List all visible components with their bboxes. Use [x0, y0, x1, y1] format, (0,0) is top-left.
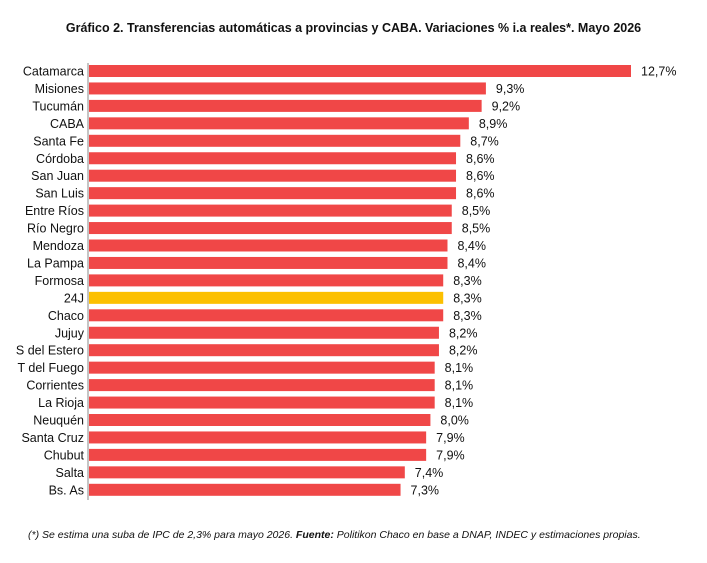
category-label-cordoba: Córdoba	[36, 152, 84, 166]
bar-santa-cruz	[89, 431, 427, 444]
category-label-la-pampa: La Pampa	[27, 256, 84, 270]
bar-san-juan	[89, 169, 457, 182]
category-label-san-luis: San Luis	[35, 187, 84, 201]
bar-caba	[89, 117, 469, 130]
bar-24j	[89, 291, 444, 304]
category-label-neuquen: Neuquén	[33, 414, 84, 428]
bar-chart: Catamarca 12,7% Misiones 9,3% Tucumán 9,2% CAB…	[16, 63, 677, 500]
category-label-rio-negro: Río Negro	[27, 222, 84, 236]
value-label-misiones: 9,3%	[496, 82, 525, 96]
bar-tucuman	[89, 99, 482, 112]
value-label-tucuman: 9,2%	[492, 99, 520, 113]
bar-entre-rios	[89, 204, 452, 217]
bar-la-pampa	[89, 256, 448, 269]
category-label-santa-fe: Santa Fe	[33, 134, 84, 148]
bar-cordoba	[89, 152, 457, 165]
category-label-formosa: Formosa	[35, 274, 84, 288]
bar-chaco	[89, 309, 444, 322]
category-label-santa-cruz: Santa Cruz	[21, 431, 84, 445]
category-label-la-rioja: La Rioja	[38, 396, 84, 410]
value-label-neuquen: 8,0%	[440, 414, 469, 428]
value-label-salta: 7,4%	[415, 466, 444, 480]
value-label-santa-fe: 8,7%	[470, 134, 499, 148]
bar-misiones	[89, 82, 486, 95]
category-label-entre-rios: Entre Ríos	[25, 204, 84, 218]
bar-formosa	[89, 274, 444, 287]
bar-neuquen	[89, 414, 431, 426]
bars-group: Catamarca 12,7% Misiones 9,3% Tucumán 9,2% CAB…	[16, 65, 677, 498]
value-label-chaco: 8,3%	[453, 309, 482, 323]
bar-san-luis	[89, 187, 457, 200]
category-label-chaco: Chaco	[48, 309, 84, 323]
category-label-chubut: Chubut	[44, 448, 85, 462]
value-label-san-luis: 8,6%	[466, 187, 495, 201]
category-label-corrientes: Corrientes	[26, 379, 84, 393]
bar-bs-as	[89, 483, 401, 496]
value-label-24j: 8,3%	[453, 291, 482, 305]
value-label-santa-cruz: 7,9%	[436, 431, 465, 445]
category-label-tucuman: Tucumán	[32, 99, 84, 113]
bar-s-del-estero	[89, 344, 439, 357]
footnote-source-label: Fuente:	[295, 529, 334, 541]
footnote: (*) Se estima una suba de IPC de 2,3% pa…	[28, 529, 688, 541]
category-label-catamarca: Catamarca	[23, 65, 84, 79]
value-label-formosa: 8,3%	[453, 274, 482, 288]
bar-jujuy	[89, 326, 439, 339]
value-label-s-del-estero: 8,2%	[449, 344, 478, 358]
bar-corrientes	[89, 379, 435, 392]
bar-salta	[89, 466, 405, 479]
value-label-cordoba: 8,6%	[466, 152, 495, 166]
category-label-mendoza: Mendoza	[33, 239, 84, 253]
category-label-24j: 24J	[64, 291, 84, 305]
category-label-jujuy: Jujuy	[55, 326, 85, 340]
bar-rio-negro	[89, 222, 452, 235]
value-label-bs-as: 7,3%	[411, 483, 440, 497]
value-label-caba: 8,9%	[479, 117, 508, 131]
bar-chubut	[89, 448, 427, 461]
category-label-s-del-estero: S del Estero	[16, 344, 84, 358]
value-label-jujuy: 8,2%	[449, 326, 478, 340]
bar-catamarca	[89, 65, 631, 77]
category-label-t-del-fuego: T del Fuego	[18, 361, 85, 375]
footnote-source-text: Politikon Chaco en base a DNAP, INDEC y …	[336, 529, 641, 541]
category-label-san-juan: San Juan	[31, 169, 84, 183]
category-label-caba: CABA	[50, 117, 85, 131]
category-label-bs-as: Bs. As	[49, 483, 84, 497]
bar-la-rioja	[89, 396, 435, 409]
value-label-chubut: 7,9%	[436, 448, 465, 462]
bar-t-del-fuego	[89, 361, 435, 374]
footnote-note: (*) Se estima una suba de IPC de 2,3% pa…	[28, 529, 293, 541]
value-label-corrientes: 8,1%	[445, 379, 474, 393]
bar-santa-fe	[89, 134, 461, 147]
value-label-catamarca: 12,7%	[641, 65, 676, 79]
value-label-entre-rios: 8,5%	[462, 204, 491, 218]
value-label-mendoza: 8,4%	[457, 239, 486, 253]
value-label-la-rioja: 8,1%	[445, 396, 474, 410]
chart-title: Gráfico 2. Transferencias automáticas a …	[65, 21, 642, 35]
value-label-t-del-fuego: 8,1%	[445, 361, 474, 375]
value-label-rio-negro: 8,5%	[462, 222, 491, 236]
bar-mendoza	[89, 239, 448, 252]
value-label-la-pampa: 8,4%	[457, 256, 486, 270]
category-label-salta: Salta	[56, 466, 85, 480]
category-label-misiones: Misiones	[35, 82, 84, 96]
value-label-san-juan: 8,6%	[466, 169, 495, 183]
